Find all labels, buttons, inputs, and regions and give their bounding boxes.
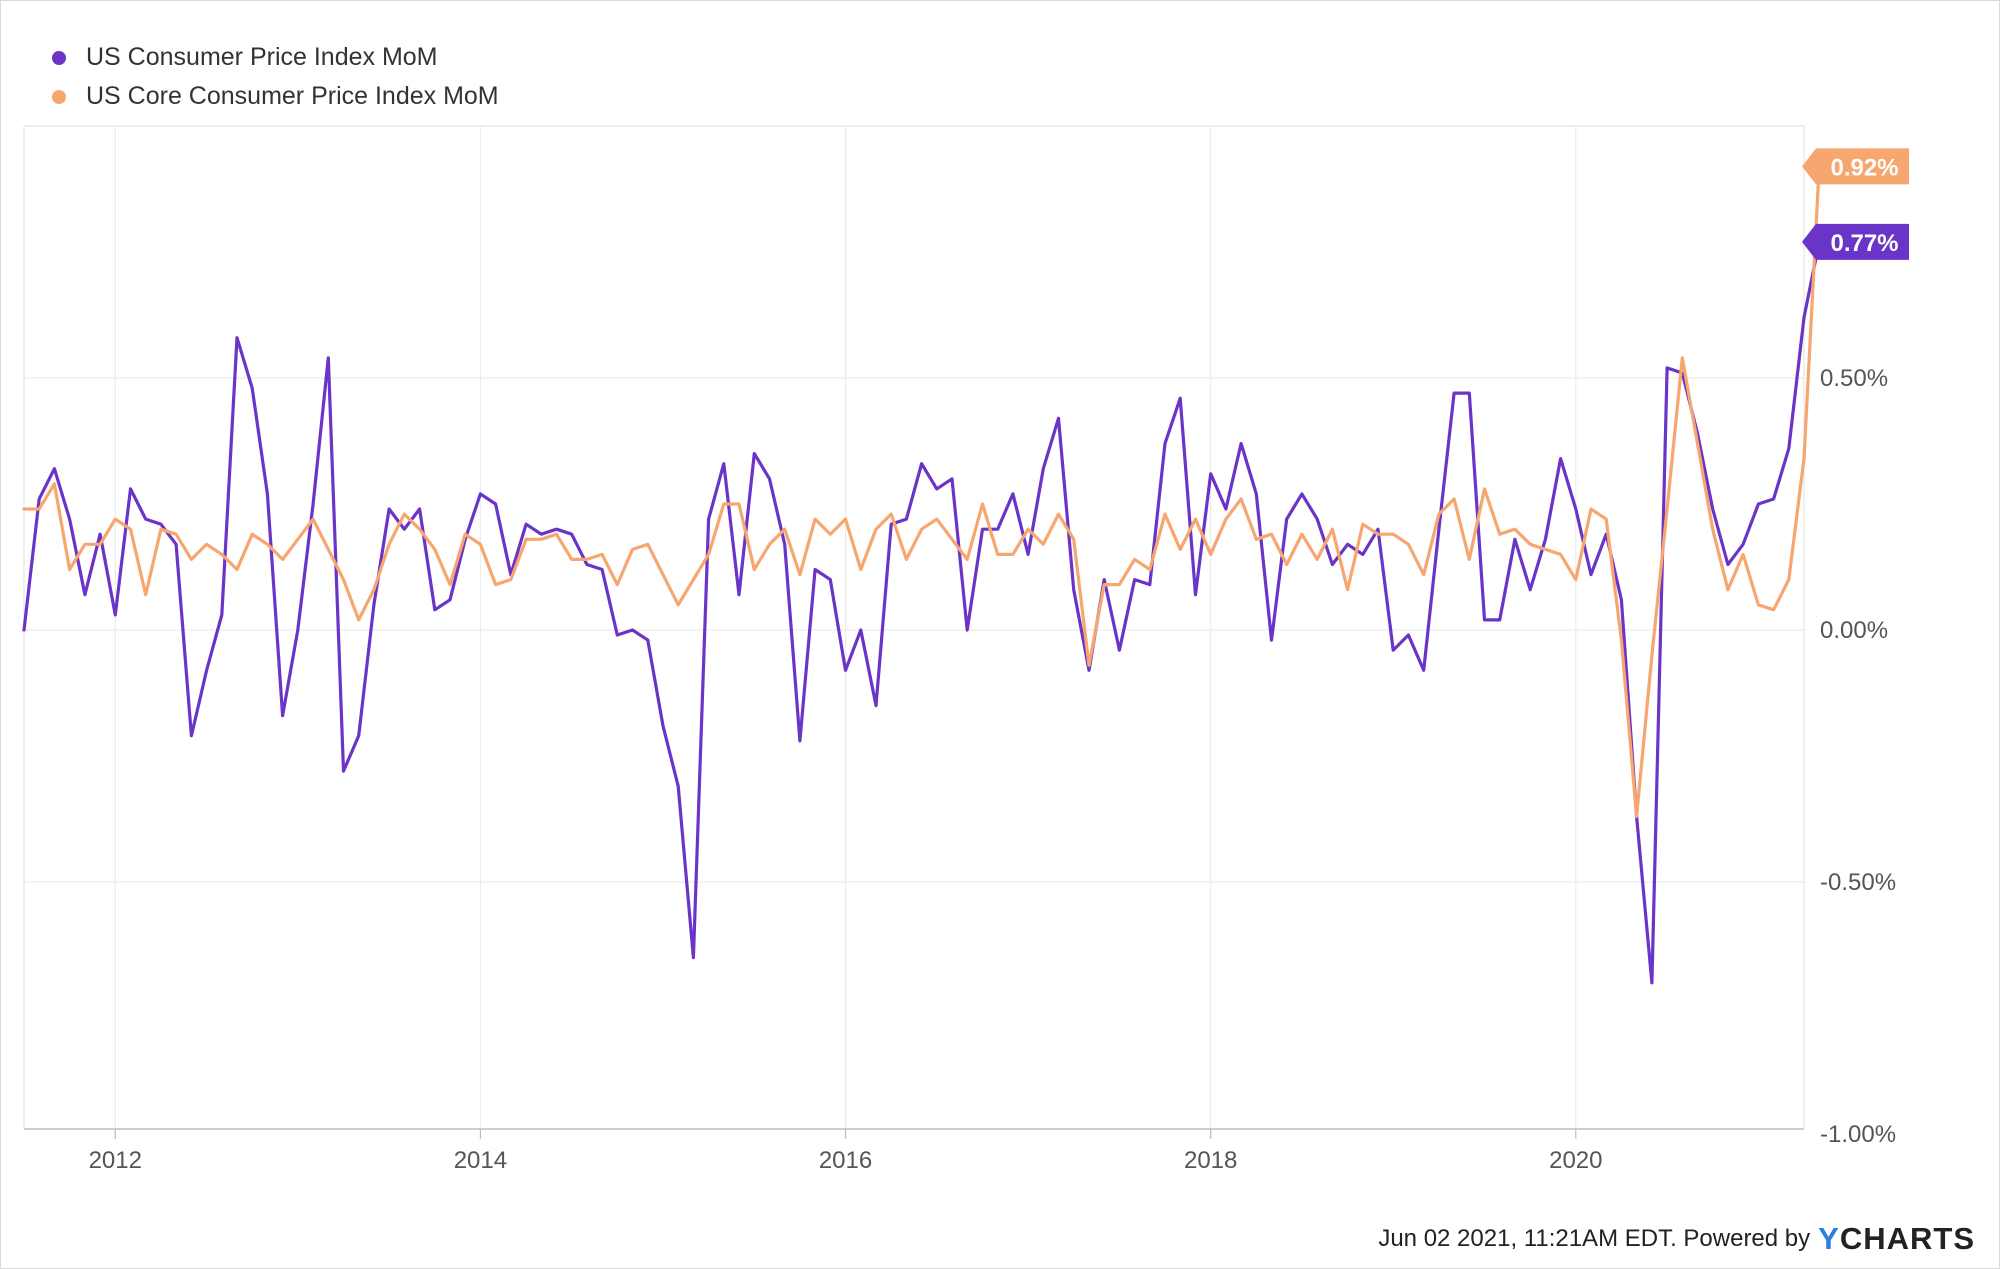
series-line-1 (22, 164, 1821, 819)
footer-timestamp: Jun 02 2021, 11:21AM EDT. Powered by (1378, 1225, 1811, 1252)
series-line-0 (22, 240, 1821, 985)
x-axis-ticks: 2012 2014 2016 2018 2020 (89, 1129, 1602, 1174)
legend-item-core-cpi[interactable]: US Core Consumer Price Index MoM (52, 77, 499, 116)
horizontal-gridlines (24, 377, 1804, 883)
x-tick-label: 2014 (454, 1147, 507, 1174)
end-label-0: 0.77% (1802, 223, 1909, 260)
end-label-1: 0.92% (1802, 148, 1909, 185)
y-tick-label: -0.50% (1820, 869, 1896, 896)
vertical-gridlines (114, 126, 1577, 1129)
end-labels: 0.77% 0.92% (1802, 148, 1909, 260)
end-label-flag (1802, 223, 1909, 260)
x-tick-label: 2018 (1184, 1147, 1237, 1174)
end-label-text: 0.77% (1830, 230, 1898, 257)
legend: US Consumer Price Index MoM US Core Cons… (52, 38, 499, 116)
end-label-flag (1802, 148, 1909, 185)
y-tick-label: 0.00% (1820, 617, 1888, 644)
ycharts-logo-text: CHARTS (1839, 1221, 1975, 1256)
y-axis-ticks: 0.50% 0.00% -0.50% -1.00% (1820, 365, 1896, 1148)
end-label-text: 0.92% (1830, 154, 1898, 181)
y-tick-label: 0.50% (1820, 365, 1888, 392)
legend-label-core-cpi: US Core Consumer Price Index MoM (86, 82, 499, 110)
x-tick-label: 2012 (89, 1147, 142, 1174)
legend-item-cpi[interactable]: US Consumer Price Index MoM (52, 38, 499, 77)
ycharts-logo[interactable]: YCHARTS (1818, 1221, 1975, 1257)
y-tick-label: -1.00% (1820, 1121, 1896, 1148)
ycharts-logo-y: Y (1818, 1221, 1840, 1256)
x-tick-label: 2020 (1549, 1147, 1602, 1174)
series-lines (22, 164, 1821, 985)
legend-dot-core-cpi (52, 89, 66, 104)
x-tick-label: 2016 (819, 1147, 872, 1174)
footer: Jun 02 2021, 11:21AM EDT. Powered by YCH… (1378, 1221, 1975, 1257)
legend-dot-cpi (52, 50, 66, 65)
legend-label-cpi: US Consumer Price Index MoM (86, 43, 438, 71)
